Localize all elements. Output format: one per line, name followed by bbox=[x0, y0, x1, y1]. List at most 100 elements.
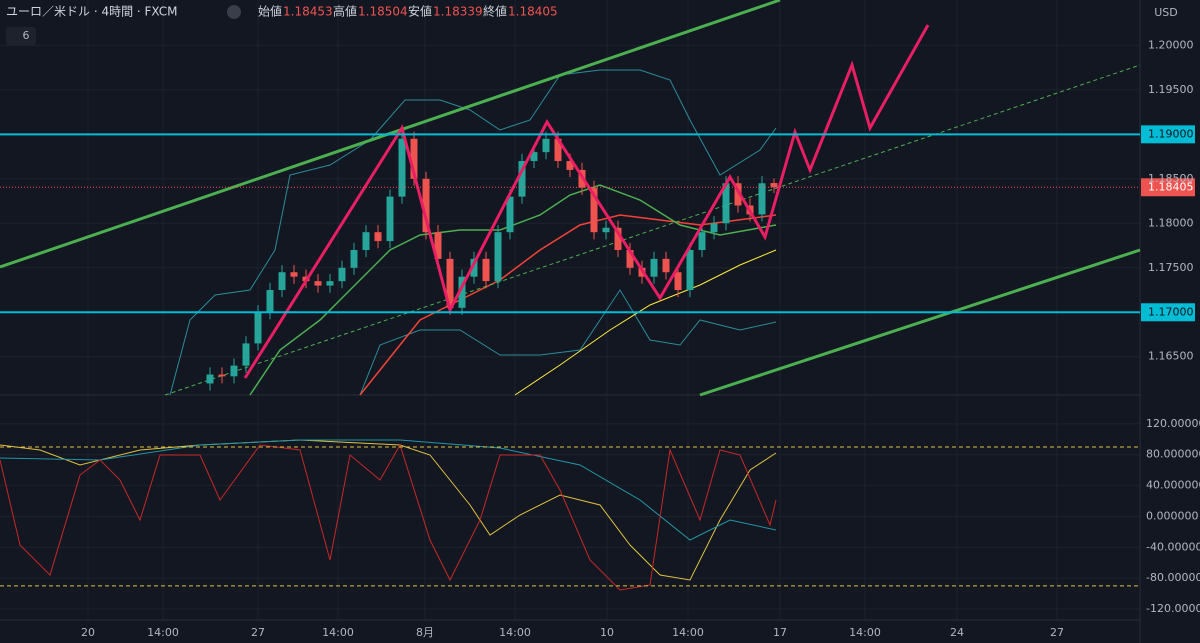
osc-red bbox=[0, 443, 777, 591]
candles bbox=[206, 131, 778, 391]
open-label: 始値 bbox=[258, 4, 282, 19]
bollinger-lower bbox=[359, 289, 777, 396]
candle-body bbox=[494, 232, 502, 282]
candle-body bbox=[686, 249, 694, 291]
low-value: 1.18339 bbox=[433, 5, 483, 19]
currency: USD bbox=[1154, 6, 1178, 19]
candle-body bbox=[338, 267, 346, 282]
candle-body bbox=[350, 249, 358, 268]
candle-body bbox=[602, 227, 610, 233]
osc-tick-label: -40.000000 bbox=[1146, 540, 1200, 553]
candle-body bbox=[242, 343, 250, 366]
y-tick-label: 1.17500 bbox=[1148, 261, 1194, 274]
osc-yellow bbox=[0, 439, 777, 581]
ma-yellow bbox=[514, 249, 777, 396]
channel-lower bbox=[699, 248, 1141, 397]
bollinger-upper bbox=[169, 69, 777, 396]
osc-blue bbox=[0, 439, 777, 541]
indicator-count: 6 bbox=[23, 29, 30, 42]
x-tick-label: 14:00 bbox=[849, 626, 881, 639]
candle-body bbox=[398, 138, 406, 197]
x-tick-label: 17 bbox=[773, 626, 787, 639]
osc-tick-label: 80.000000 bbox=[1146, 448, 1200, 461]
candle-body bbox=[770, 182, 778, 188]
candle-body bbox=[422, 178, 430, 233]
channel-mid bbox=[164, 64, 1141, 396]
candle-body bbox=[314, 281, 322, 286]
x-tick-label: 14:00 bbox=[147, 626, 179, 639]
candle-body bbox=[266, 290, 274, 313]
high-label: 高値 bbox=[333, 4, 357, 19]
x-tick-label: 24 bbox=[950, 626, 964, 639]
last-price-tag bbox=[1141, 178, 1195, 197]
oscillator-lines bbox=[0, 439, 777, 591]
candle-body bbox=[530, 152, 538, 162]
candle-body bbox=[446, 258, 454, 308]
candle-body bbox=[722, 183, 730, 224]
candle-body bbox=[482, 258, 490, 282]
candle-body bbox=[374, 232, 382, 242]
x-tick-label: 20 bbox=[81, 626, 95, 639]
zigzag-forecast bbox=[243, 24, 930, 379]
y-tick-label: 1.16500 bbox=[1148, 350, 1194, 363]
level-tag bbox=[1141, 303, 1195, 322]
open-value: 1.18453 bbox=[283, 5, 333, 19]
candle-body bbox=[662, 258, 670, 273]
close-label: 終値 bbox=[483, 4, 507, 19]
close-value: 1.18405 bbox=[508, 5, 558, 19]
y-tick-label: 1.18000 bbox=[1148, 216, 1194, 229]
x-tick-label: 8月 bbox=[416, 626, 434, 639]
candle-body bbox=[674, 272, 682, 291]
low-label: 安値 bbox=[408, 4, 432, 19]
candle-body bbox=[698, 232, 706, 250]
candle-body bbox=[758, 183, 766, 215]
osc-tick-label: -80.000000 bbox=[1146, 571, 1200, 584]
candle-body bbox=[506, 196, 514, 233]
candle-body bbox=[230, 365, 238, 377]
candle-body bbox=[362, 232, 370, 250]
y-tick-label: 1.18500 bbox=[1148, 172, 1194, 185]
candle-body bbox=[566, 161, 574, 170]
osc-tick-label: 0.000000 bbox=[1146, 509, 1199, 522]
overlays: 1.19000 1.17000 1.18405 bbox=[0, 125, 1195, 587]
candle-body bbox=[218, 374, 226, 377]
osc-tick-label: -120.000000 bbox=[1146, 602, 1200, 615]
indicator-toggle[interactable] bbox=[6, 27, 36, 45]
candle-body bbox=[470, 258, 478, 277]
candle-body bbox=[290, 272, 298, 277]
candle-body bbox=[254, 312, 262, 344]
x-tick-label: 27 bbox=[251, 626, 265, 639]
x-tick-label: 14:00 bbox=[499, 626, 531, 639]
candle-body bbox=[458, 276, 466, 308]
candle-body bbox=[590, 187, 598, 233]
y-tick-label: 1.19500 bbox=[1148, 83, 1194, 96]
high-value: 1.18504 bbox=[358, 5, 408, 19]
level-label: 1.19000 bbox=[1148, 127, 1194, 140]
osc-tick-label: 120.000000 bbox=[1146, 417, 1200, 430]
level-tag bbox=[1141, 125, 1195, 144]
x-tick-label: 10 bbox=[600, 626, 614, 639]
menu-icon[interactable] bbox=[227, 5, 241, 19]
osc-tick-label: 40.000000 bbox=[1146, 479, 1200, 492]
y-tick-label: 1.20000 bbox=[1148, 38, 1194, 51]
candle-body bbox=[554, 138, 562, 162]
candle-body bbox=[278, 272, 286, 291]
candle-body bbox=[734, 183, 742, 206]
candle-body bbox=[326, 281, 334, 286]
x-tick-label: 27 bbox=[1050, 626, 1064, 639]
candle-body bbox=[650, 258, 658, 277]
candle-body bbox=[710, 223, 718, 233]
ma-green bbox=[249, 184, 777, 396]
level-label: 1.17000 bbox=[1148, 305, 1194, 318]
candle-body bbox=[614, 227, 622, 250]
candle-body bbox=[518, 161, 526, 197]
candle-body bbox=[626, 249, 634, 268]
symbol: ユーロ／米ドル · 4時間 · FXCM bbox=[6, 5, 178, 19]
candle-body bbox=[410, 138, 418, 179]
candle-body bbox=[206, 374, 214, 384]
candle-body bbox=[542, 138, 550, 153]
candle-body bbox=[386, 196, 394, 242]
last-price-label: 1.18405 bbox=[1148, 180, 1194, 193]
